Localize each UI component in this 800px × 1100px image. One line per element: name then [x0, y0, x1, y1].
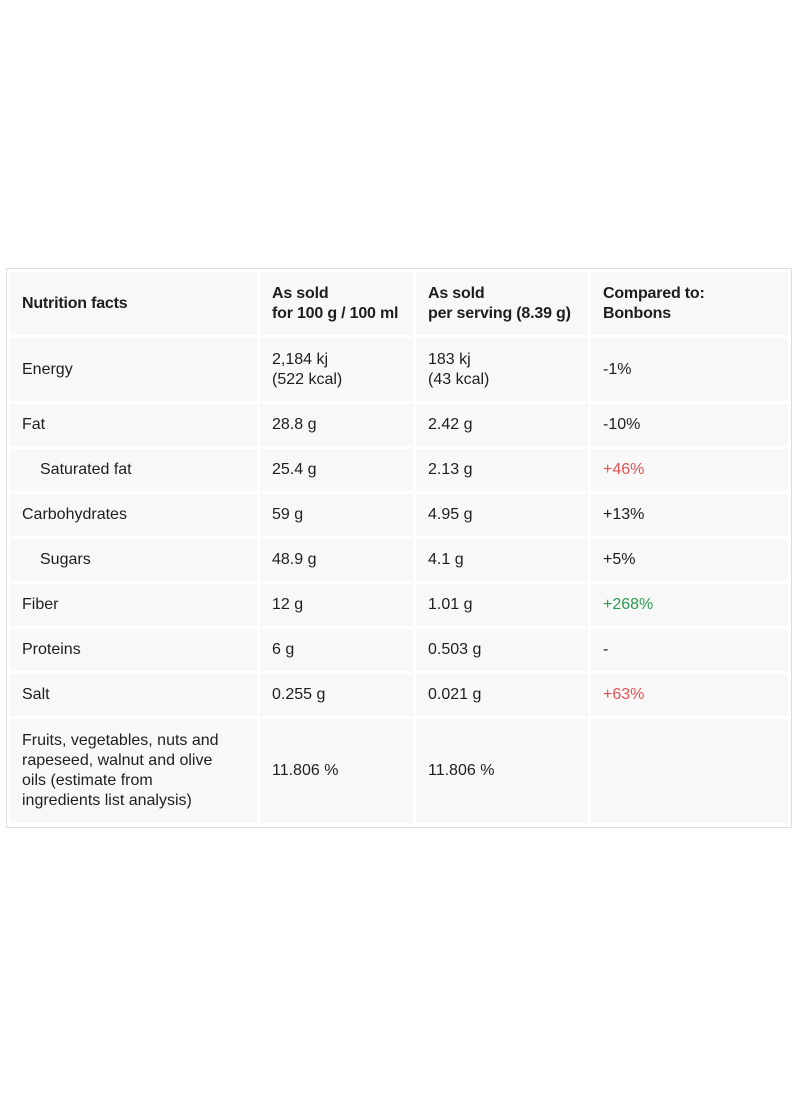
fiber-per-100g: 12 g: [260, 584, 413, 626]
saturated-fat-per-serving: 2.13 g: [416, 449, 588, 491]
table-row-fiber: Fiber 12 g 1.01 g +268%: [10, 584, 788, 626]
proteins-per-100g: 6 g: [260, 629, 413, 671]
energy-per-serving-kcal: (43 kcal): [428, 370, 490, 388]
saturated-fat-label: Saturated fat: [10, 449, 257, 491]
sugars-per-100g: 48.9 g: [260, 539, 413, 581]
fruits-vegetables-nuts-label-line4: ingredients list analysis): [22, 792, 192, 809]
table-row-sugars: Sugars 48.9 g 4.1 g +5%: [10, 539, 788, 581]
salt-per-serving: 0.021 g: [416, 674, 588, 716]
fruits-vegetables-nuts-compare: [591, 719, 788, 823]
salt-compare: +63%: [591, 674, 788, 716]
fat-label: Fat: [10, 404, 257, 446]
table-row-fruits-vegetables-nuts: Fruits, vegetables, nuts and rapeseed, w…: [10, 719, 788, 823]
table-row-fat: Fat 28.8 g 2.42 g -10%: [10, 404, 788, 446]
proteins-per-serving: 0.503 g: [416, 629, 588, 671]
table-row-saturated-fat: Saturated fat 25.4 g 2.13 g +46%: [10, 449, 788, 491]
header-as-sold-per-serving-line1: As sold: [428, 284, 485, 302]
carbohydrates-compare: +13%: [591, 494, 788, 536]
carbohydrates-label: Carbohydrates: [10, 494, 257, 536]
fiber-compare: +268%: [591, 584, 788, 626]
fiber-label: Fiber: [10, 584, 257, 626]
header-as-sold-per-serving-line2: per serving (8.39 g): [428, 304, 571, 322]
fruits-vegetables-nuts-label: Fruits, vegetables, nuts and rapeseed, w…: [10, 719, 257, 823]
sugars-label: Sugars: [10, 539, 257, 581]
fiber-per-serving: 1.01 g: [416, 584, 588, 626]
table-row-energy: Energy 2,184 kj (522 kcal) 183 kj (43 kc…: [10, 338, 788, 401]
fat-compare: -10%: [591, 404, 788, 446]
energy-label: Energy: [10, 338, 257, 401]
saturated-fat-compare: +46%: [591, 449, 788, 491]
fruits-vegetables-nuts-per-100g: 11.806 %: [260, 719, 413, 823]
table-row-carbohydrates: Carbohydrates 59 g 4.95 g +13%: [10, 494, 788, 536]
fruits-vegetables-nuts-label-line3: oils (estimate from: [22, 772, 153, 789]
carbohydrates-per-serving: 4.95 g: [416, 494, 588, 536]
sugars-per-serving: 4.1 g: [416, 539, 588, 581]
nutrition-facts-table: Nutrition facts As sold for 100 g / 100 …: [7, 269, 791, 826]
nutrition-table-container: Nutrition facts As sold for 100 g / 100 …: [6, 268, 792, 828]
table-row-proteins: Proteins 6 g 0.503 g -: [10, 629, 788, 671]
header-as-sold-per-serving: As sold per serving (8.39 g): [416, 272, 588, 335]
energy-compare: -1%: [591, 338, 788, 401]
table-row-salt: Salt 0.255 g 0.021 g +63%: [10, 674, 788, 716]
energy-per-100g: 2,184 kj (522 kcal): [260, 338, 413, 401]
salt-label: Salt: [10, 674, 257, 716]
header-as-sold-100g-line2: for 100 g / 100 ml: [272, 304, 399, 322]
header-compared-to: Compared to: Bonbons: [591, 272, 788, 335]
energy-per-100g-kcal: (522 kcal): [272, 370, 343, 388]
energy-per-100g-kj: 2,184 kj: [272, 350, 329, 368]
header-nutrition-facts: Nutrition facts: [10, 272, 257, 335]
fat-per-serving: 2.42 g: [416, 404, 588, 446]
fat-per-100g: 28.8 g: [260, 404, 413, 446]
fruits-vegetables-nuts-label-line2: rapeseed, walnut and olive: [22, 752, 213, 769]
fruits-vegetables-nuts-per-serving: 11.806 %: [416, 719, 588, 823]
sugars-compare: +5%: [591, 539, 788, 581]
proteins-label: Proteins: [10, 629, 257, 671]
fruits-vegetables-nuts-label-line1: Fruits, vegetables, nuts and: [22, 732, 219, 749]
energy-per-serving: 183 kj (43 kcal): [416, 338, 588, 401]
header-as-sold-100g: As sold for 100 g / 100 ml: [260, 272, 413, 335]
proteins-compare: -: [591, 629, 788, 671]
table-header-row: Nutrition facts As sold for 100 g / 100 …: [10, 272, 788, 335]
energy-per-serving-kj: 183 kj: [428, 350, 471, 368]
salt-per-100g: 0.255 g: [260, 674, 413, 716]
saturated-fat-per-100g: 25.4 g: [260, 449, 413, 491]
carbohydrates-per-100g: 59 g: [260, 494, 413, 536]
header-as-sold-100g-line1: As sold: [272, 284, 329, 302]
